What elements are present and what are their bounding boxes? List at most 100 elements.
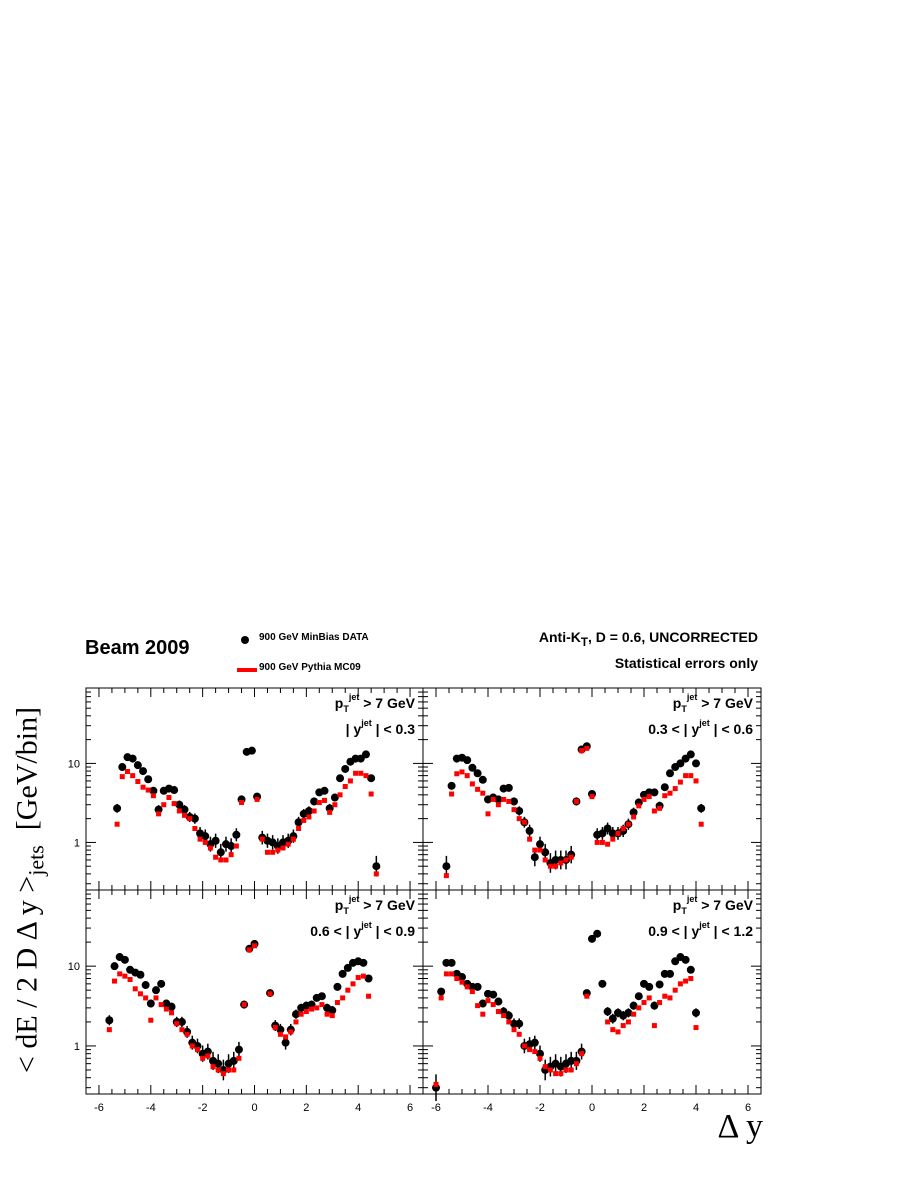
mc-point [495,802,501,808]
mc-point [319,1002,325,1008]
mc-point [140,784,146,790]
mc-point [469,989,475,995]
data-point [692,759,700,768]
mc-point [485,811,491,817]
mc-point [620,826,626,832]
mc-point [558,860,564,866]
mc-point [547,863,553,869]
mc-point [672,786,678,792]
mc-point [360,973,366,979]
mc-point [688,976,694,982]
data-point [330,793,339,802]
data-point [478,775,487,784]
data-point [463,756,472,765]
mc-point [226,1067,232,1073]
data-point [281,1038,290,1047]
data-point [681,955,690,964]
mc-point [646,794,652,800]
data-point [336,774,345,783]
mc-point [187,816,193,822]
mc-point [192,826,198,832]
mc-point [558,1071,564,1077]
mc-point [329,1013,335,1019]
mc-point [651,1023,657,1029]
mc-point [189,1043,195,1049]
mc-point [218,857,224,863]
y-tick-label: 10 [68,758,80,770]
data-point [598,829,607,838]
data-point [146,999,155,1008]
mc-point [275,847,281,853]
mc-point [631,1011,637,1017]
mc-point [215,1067,221,1073]
mc-point [537,1055,543,1061]
mc-point [200,1055,206,1061]
data-point [128,754,137,763]
mc-point [615,1029,621,1035]
mc-point [373,871,379,877]
errors-note: Statistical errors only [614,655,758,671]
data-point [113,804,122,813]
mc-point [563,857,569,863]
data-point [530,1038,539,1047]
mc-point [153,995,159,1001]
mc-point [662,993,668,999]
mc-point [166,795,172,801]
mc-point [579,748,585,754]
data-point [624,1008,633,1017]
data-point [201,832,210,841]
mc-point [334,1000,340,1006]
data-point [629,1001,638,1010]
data-point [144,775,153,784]
data-point [177,1017,186,1026]
data-point [211,836,220,845]
mc-point [293,1019,299,1025]
x-tick-label: -6 [94,1102,104,1114]
legend-label-mc: 900 GeV Pythia MC09 [259,662,361,673]
data-point [447,958,456,967]
mc-point [521,819,527,825]
mc-point [516,1031,522,1037]
mc-point [459,979,465,985]
mc-point [563,1067,569,1073]
mc-point [511,1027,517,1033]
data-point [489,990,498,999]
data-point [232,830,241,839]
data-point [536,840,544,849]
mc-point [589,794,595,800]
mc-point [568,854,574,860]
x-tick-label: 2 [303,1102,309,1114]
mc-point [213,854,219,860]
data-point [588,934,596,943]
mc-point [267,991,273,997]
data-point [214,1059,223,1068]
mc-point [285,841,291,847]
data-point [139,767,148,776]
panel-cut-y: 0.6 < | yjet | < 0.9 [310,920,415,939]
mc-point [321,797,327,803]
mc-point [475,786,481,792]
mc-point [480,1011,486,1017]
panel-cut-pt: pTjet > 7 GeV [335,894,416,916]
mc-point [112,978,118,984]
data-point [276,1025,285,1034]
data-point [650,1001,659,1010]
x-tick-label: -4 [483,1102,493,1114]
data-point [634,992,643,1001]
data-point [525,826,534,835]
data-point [229,1056,238,1065]
data-point [133,761,142,770]
mc-point [366,993,372,999]
mc-point [143,995,149,1001]
data-point [473,982,482,991]
mc-point [636,803,642,809]
mc-point [501,1013,507,1019]
data-point [310,797,319,806]
mc-point [547,1067,553,1073]
mc-point [464,984,470,990]
data-point [536,1049,544,1058]
data-point [598,979,607,988]
mc-point [316,800,322,806]
mc-point [114,821,120,827]
mc-point [169,1010,175,1016]
